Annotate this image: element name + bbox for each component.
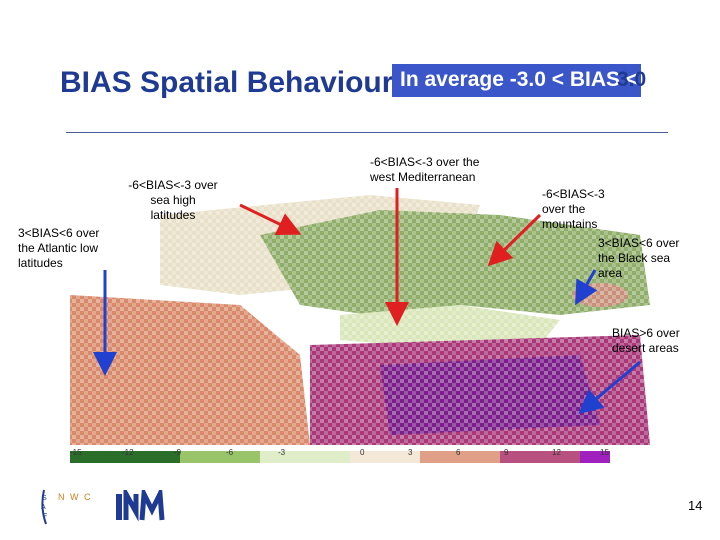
colorbar-tick: -12 [122,448,134,457]
title-badge-tail: 3.0 [617,68,647,91]
arrow-sea-high [239,203,302,235]
arrow-black-sea [575,269,598,306]
annotation-west-med: -6<BIAS<-3 over the west Mediterranean [370,155,480,184]
colorbar-tick: 12 [552,448,561,457]
svg-text:C: C [84,492,91,502]
svg-text:F: F [43,513,47,520]
svg-text:W: W [70,492,79,502]
colorbar-tick: 0 [360,448,365,457]
title-rule [66,132,668,133]
annotation-mountains: -6<BIAS<-3 over the mountains [542,187,605,231]
colorbar-tick: 3 [408,448,413,457]
svg-text:N: N [58,492,65,502]
inm-logo [116,490,165,522]
page-number: 14 [688,498,703,513]
colorbar-tick: 6 [456,448,461,457]
annotation-atlantic: 3<BIAS<6 over the Atlantic low latitudes [18,226,100,270]
colorbar-tick: -9 [174,448,182,457]
slide-title: BIAS Spatial Behaviour [60,66,394,99]
svg-text:A: A [41,504,46,511]
colorbar-tick: 9 [504,448,509,457]
title-badge-text: In average -3.0 < BIAS < [400,68,639,91]
arrow-desert [578,360,641,414]
colorbar-tick: -15 [70,448,82,457]
colorbar-tick: -6 [226,448,234,457]
colorbar [70,451,610,463]
title-badge-box [392,64,641,97]
arrow-mountains [487,213,542,267]
annotation-black-sea: 3<BIAS<6 over the Black sea area [598,236,680,280]
colorbar-tick: -3 [278,448,286,457]
colorbar-tick: 15 [600,448,609,457]
nwc-saf-logo: S A F N W C [41,489,91,525]
annotation-desert: BIAS>6 over desert areas [612,326,680,355]
svg-text:S: S [42,495,47,502]
annotation-sea-high: -6<BIAS<-3 over sea high latitudes [128,178,218,222]
bias-map [40,195,680,473]
